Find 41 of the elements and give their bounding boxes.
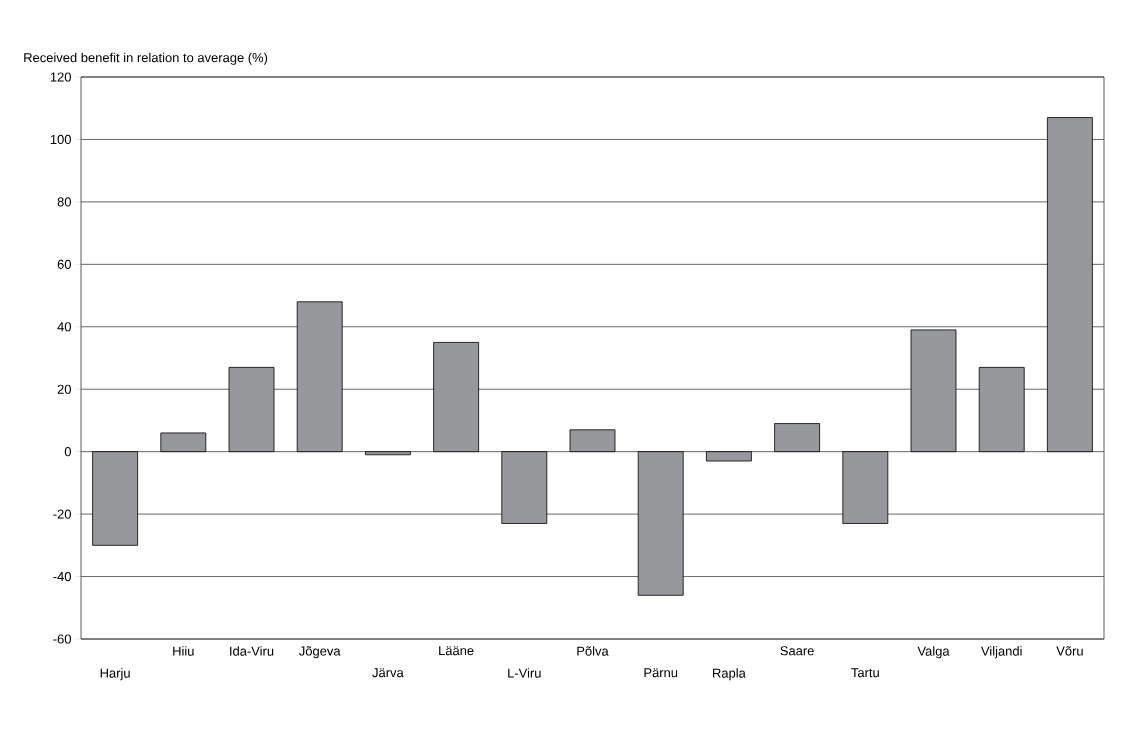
bar [978,366,1025,453]
y-tick-label: 100 [50,134,71,145]
bar [160,432,207,453]
bar [296,301,343,453]
x-tick-label: Võru [1056,646,1083,656]
y-tick-label: 0 [64,447,71,457]
x-tick-label: Tartu [851,668,879,678]
x-tick-label: Hiiu [173,646,194,656]
y-tick-label: 120 [50,72,71,82]
x-tick-label: Viljandi [981,646,1022,659]
bar [706,451,752,462]
bar [637,451,684,596]
y-tick-label: -40 [53,571,71,582]
y-tick-label: -20 [53,509,71,519]
x-tick-label: Valga [917,646,950,659]
bar [92,451,139,546]
bar [774,423,821,453]
y-tick-label: 40 [57,322,71,332]
x-tick-label: Pärnu [644,668,678,678]
bar [569,429,616,453]
y-tick-label: 20 [57,384,71,394]
y-tick-label: 80 [57,197,71,207]
x-tick-label: Jõgeva [299,646,341,659]
bar [910,329,957,453]
y-tick-label: -60 [53,634,71,644]
x-tick-label: L-Viru [508,668,541,678]
y-tick-label: 60 [57,259,71,269]
bar [1047,117,1093,453]
x-tick-label: Rapla [713,668,746,681]
x-tick-label: Ida-Viru [230,646,274,656]
bar [228,366,275,453]
y-axis-title: Received benefit in relation to average (%) [24,52,268,65]
bar [842,451,889,524]
x-tick-label: Lääne [439,646,474,656]
x-tick-label: Järva [372,668,404,678]
x-tick-label: Põlva [577,646,609,656]
x-tick-label: Harju [100,668,130,681]
bar [365,451,411,456]
bar [501,451,548,524]
bar [433,341,480,453]
x-tick-label: Saare [780,646,814,656]
